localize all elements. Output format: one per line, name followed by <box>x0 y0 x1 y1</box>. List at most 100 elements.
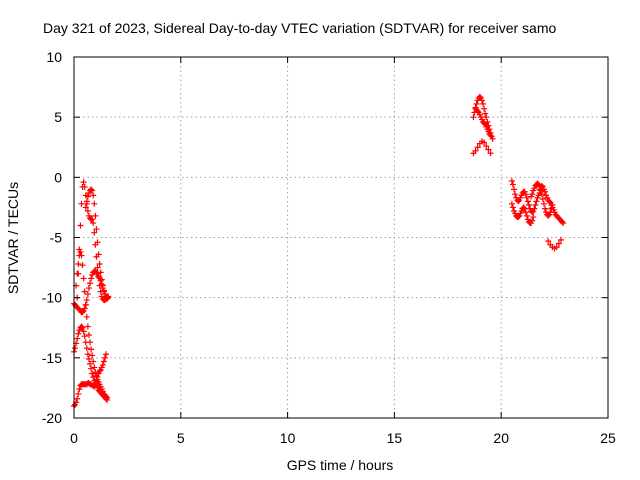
data-point <box>508 200 515 207</box>
data-point <box>560 220 567 227</box>
data-point <box>545 212 552 219</box>
data-point <box>472 147 479 154</box>
data-point <box>81 288 88 295</box>
series-arc-a <box>71 351 110 409</box>
data-point <box>486 131 493 138</box>
x-tick-label: 20 <box>493 430 509 446</box>
ticks-layer: 0 5 10 15 20 25 -20 -15 -10 -5 0 5 10 <box>42 49 616 446</box>
data-point <box>88 275 95 282</box>
data-point <box>81 305 88 312</box>
data-point <box>553 244 560 251</box>
data-point <box>481 120 488 127</box>
data-point <box>558 236 565 243</box>
data-point <box>487 132 494 139</box>
series-arc-f <box>82 186 111 302</box>
data-point <box>95 251 102 258</box>
data-point <box>89 352 96 359</box>
data-point <box>515 214 522 221</box>
data-point <box>93 372 100 379</box>
data-point <box>533 198 540 205</box>
series-arc-k <box>508 200 537 227</box>
data-point <box>525 202 532 209</box>
data-point <box>474 144 481 151</box>
data-point <box>96 260 103 267</box>
data-point <box>87 280 94 287</box>
data-point <box>78 200 85 207</box>
data-point <box>97 288 104 295</box>
data-point <box>91 229 98 236</box>
y-tick-label: -5 <box>50 230 63 246</box>
data-point <box>529 217 536 224</box>
data-point <box>515 198 522 205</box>
data-point <box>84 208 91 215</box>
data-point <box>80 275 87 282</box>
data-point <box>540 200 547 207</box>
data-point <box>104 394 111 401</box>
y-tick-label: 0 <box>54 169 62 185</box>
data-point <box>103 351 110 358</box>
data-point <box>521 205 528 212</box>
data-point <box>481 139 488 146</box>
data-point <box>84 193 91 200</box>
data-point <box>97 269 104 276</box>
data-point <box>85 285 92 292</box>
x-tick-label: 15 <box>387 430 403 446</box>
grid-layer <box>74 57 608 418</box>
data-point <box>93 226 100 233</box>
data-point <box>478 97 485 104</box>
marks-layer <box>71 93 567 409</box>
data-point <box>520 204 527 211</box>
data-point <box>538 182 545 189</box>
y-tick-label: -15 <box>42 350 62 366</box>
data-point <box>89 370 96 377</box>
data-point <box>81 183 88 190</box>
data-point <box>511 186 518 193</box>
x-tick-label: 25 <box>600 430 616 446</box>
data-point <box>75 390 82 397</box>
data-point <box>89 216 96 223</box>
data-point <box>94 264 101 271</box>
data-point <box>522 191 529 198</box>
data-point <box>79 324 86 331</box>
data-point <box>77 222 84 229</box>
y-tick-label: 10 <box>46 49 62 65</box>
data-point <box>84 291 91 298</box>
data-point <box>83 198 90 205</box>
data-point <box>76 386 83 393</box>
data-point <box>523 212 530 219</box>
data-point <box>94 239 101 246</box>
data-point <box>480 100 487 107</box>
data-point <box>481 105 488 112</box>
data-point <box>88 365 95 372</box>
series-arc-j <box>508 177 543 216</box>
data-point <box>90 358 97 365</box>
data-point <box>79 309 86 316</box>
data-point <box>74 395 81 402</box>
x-tick-label: 5 <box>177 430 185 446</box>
data-point <box>92 212 99 219</box>
data-point <box>87 339 94 346</box>
y-tick-label: 5 <box>54 109 62 125</box>
data-point <box>489 135 496 142</box>
data-point <box>483 114 490 121</box>
data-point <box>99 362 106 369</box>
data-point <box>474 108 481 115</box>
data-point <box>541 188 548 195</box>
data-point <box>539 195 546 202</box>
data-point <box>523 194 530 201</box>
data-point <box>88 186 95 193</box>
data-point <box>538 191 545 198</box>
data-point <box>555 240 562 247</box>
data-point <box>476 93 483 100</box>
data-point <box>97 277 104 284</box>
data-point <box>522 209 529 216</box>
data-point <box>80 328 87 335</box>
data-point <box>89 187 96 194</box>
data-point <box>95 274 102 281</box>
data-point <box>485 146 492 153</box>
data-point <box>80 179 87 186</box>
data-point <box>103 393 110 400</box>
data-point <box>509 181 516 188</box>
data-point <box>78 252 85 259</box>
